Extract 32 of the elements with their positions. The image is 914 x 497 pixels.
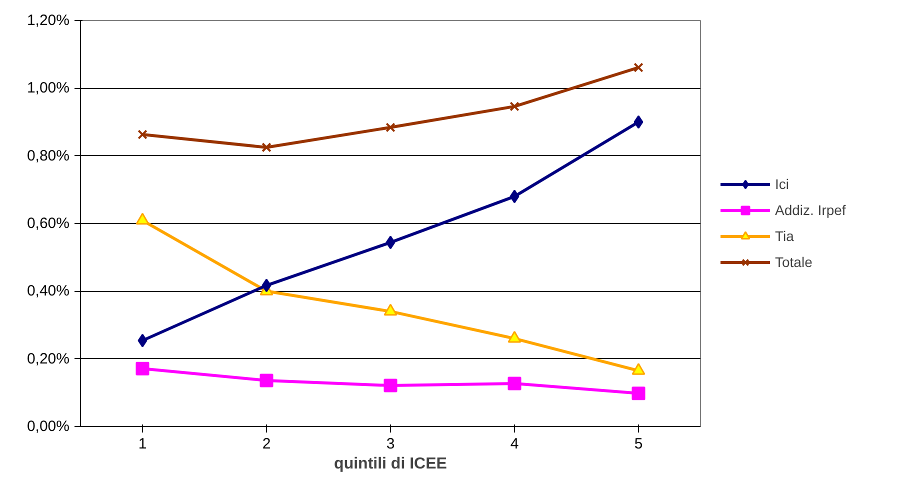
x-tick-label: 4: [510, 436, 519, 452]
legend-label: Ici: [775, 176, 790, 192]
point: [136, 362, 150, 376]
x-tick-label: 2: [262, 436, 271, 452]
x-tick-label: 5: [634, 436, 643, 452]
point: [386, 236, 396, 250]
point: [508, 376, 522, 390]
y-tick-label: 1,20%: [26, 12, 70, 29]
point: [262, 278, 272, 292]
y-tick-label: 0,20%: [26, 350, 70, 368]
point: [510, 190, 520, 204]
y-tick-label: 0,00%: [26, 418, 70, 435]
legend-label: Tia: [775, 228, 795, 244]
point: [634, 115, 644, 129]
point: [138, 130, 148, 140]
legend-label: Addiz. Irpef: [775, 202, 846, 218]
point: [634, 62, 644, 72]
point: [260, 374, 274, 388]
point: [510, 102, 520, 112]
x-tick-label: 1: [138, 436, 147, 452]
point: [632, 386, 646, 400]
x-axis-title: quintili di ICEE: [334, 456, 448, 472]
y-tick-label: 1,00%: [26, 80, 70, 97]
y-tick-label: 0,80%: [26, 147, 70, 164]
x-tick-label: 3: [386, 436, 395, 452]
y-tick-label: 0,40%: [26, 282, 70, 300]
point: [262, 142, 272, 152]
point: [386, 122, 396, 132]
point: [138, 334, 148, 348]
point: [384, 378, 398, 392]
legend-label: Totale: [775, 254, 812, 270]
y-tick-label: 0,60%: [26, 215, 70, 232]
